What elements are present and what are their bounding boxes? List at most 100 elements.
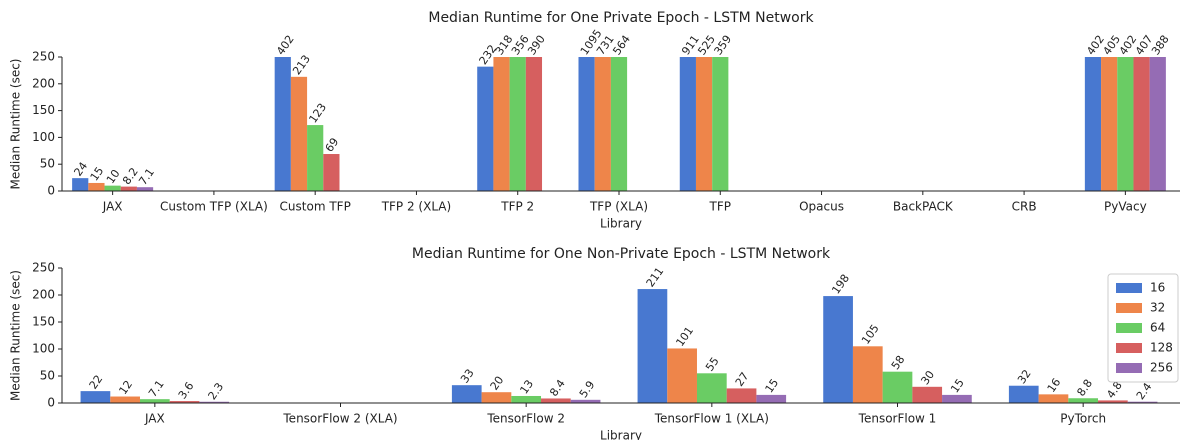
bar bbox=[139, 399, 170, 403]
value-label: 359 bbox=[712, 33, 735, 58]
bar bbox=[696, 373, 727, 403]
y-axis-label: Median Runtime (sec) bbox=[9, 59, 23, 190]
value-label: 564 bbox=[610, 33, 633, 58]
x-tick-label: Opacus bbox=[799, 200, 844, 214]
bar bbox=[481, 392, 512, 403]
bar bbox=[1098, 400, 1128, 403]
bar bbox=[667, 348, 697, 403]
y-tick-label: 100 bbox=[32, 342, 55, 356]
bar bbox=[307, 125, 324, 191]
bar bbox=[1127, 401, 1158, 403]
bar bbox=[120, 186, 137, 191]
bar bbox=[451, 385, 482, 403]
x-tick-label: JAX bbox=[102, 200, 123, 214]
x-tick-label: Custom TFP (XLA) bbox=[160, 200, 268, 214]
value-label: 402 bbox=[274, 33, 297, 58]
bar bbox=[290, 76, 308, 191]
bars bbox=[80, 289, 1158, 403]
value-label: 15 bbox=[763, 376, 782, 395]
x-tick-label: BackPACK bbox=[893, 200, 954, 214]
bar bbox=[1117, 57, 1134, 191]
y-tick-label: 150 bbox=[32, 315, 55, 329]
value-label: 123 bbox=[306, 101, 329, 126]
y-tick-label: 100 bbox=[32, 130, 55, 144]
legend-swatch bbox=[1116, 303, 1142, 313]
bar bbox=[104, 185, 121, 191]
value-label: 32 bbox=[1015, 367, 1034, 386]
value-label: 390 bbox=[525, 33, 548, 58]
legend-label: 128 bbox=[1150, 341, 1173, 355]
bar bbox=[1149, 57, 1166, 191]
value-label: 101 bbox=[673, 324, 696, 349]
x-tick-label: TFP 2 bbox=[500, 200, 534, 214]
y-tick-label: 150 bbox=[32, 103, 55, 117]
x-axis-label: Library bbox=[600, 429, 642, 440]
bars bbox=[72, 57, 1166, 191]
bar bbox=[509, 57, 526, 191]
x-tick-label: Custom TFP bbox=[280, 200, 351, 214]
bar bbox=[136, 187, 154, 191]
y-tick-label: 200 bbox=[32, 76, 55, 90]
value-label: 3.6 bbox=[176, 380, 197, 402]
legend-label: 256 bbox=[1150, 361, 1173, 375]
x-tick-label: TensorFlow 2 bbox=[486, 412, 565, 426]
legend-box bbox=[1107, 273, 1179, 383]
y-tick-label: 200 bbox=[32, 288, 55, 302]
bar bbox=[274, 57, 291, 191]
bar bbox=[169, 401, 200, 403]
legend-swatch bbox=[1116, 323, 1142, 333]
bar bbox=[852, 346, 883, 403]
y-axis-label: Median Runtime (sec) bbox=[9, 270, 23, 401]
bar bbox=[637, 289, 668, 403]
bar bbox=[882, 371, 913, 403]
bar bbox=[511, 395, 542, 403]
bar bbox=[610, 57, 628, 191]
bar bbox=[695, 57, 713, 191]
value-label: 2.4 bbox=[1134, 380, 1155, 402]
value-label: 30 bbox=[918, 368, 937, 387]
bar bbox=[726, 388, 757, 403]
chart-title: Median Runtime for One Non-Private Epoch… bbox=[412, 246, 831, 262]
value-label: 8.2 bbox=[120, 165, 141, 187]
value-label: 2.3 bbox=[206, 380, 227, 402]
bar bbox=[594, 57, 611, 191]
bar bbox=[525, 57, 543, 191]
bar bbox=[1068, 398, 1099, 403]
value-label: 10 bbox=[104, 167, 123, 186]
x-tick-label: TFP (XLA) bbox=[589, 200, 648, 214]
value-label: 8.8 bbox=[1074, 377, 1095, 399]
y-tick-label: 250 bbox=[32, 261, 55, 275]
bar bbox=[712, 57, 729, 191]
bar bbox=[756, 394, 787, 403]
value-label: 69 bbox=[323, 136, 342, 155]
x-tick-label: JAX bbox=[144, 412, 165, 426]
y-tick-label: 50 bbox=[40, 157, 55, 171]
x-tick-label: PyTorch bbox=[1060, 412, 1106, 426]
bar bbox=[199, 401, 230, 403]
value-label: 20 bbox=[488, 374, 507, 393]
bar bbox=[578, 57, 595, 191]
value-label: 33 bbox=[458, 367, 477, 386]
value-label: 22 bbox=[87, 373, 106, 392]
legend-label: 32 bbox=[1150, 301, 1165, 315]
bar bbox=[912, 386, 943, 403]
value-label: 27 bbox=[733, 370, 752, 389]
bar bbox=[80, 391, 111, 403]
legend-label: 16 bbox=[1150, 281, 1165, 295]
y-tick-label: 0 bbox=[47, 396, 55, 410]
value-label: 8.4 bbox=[547, 377, 568, 399]
bar bbox=[477, 66, 494, 191]
bar bbox=[541, 398, 571, 403]
bar bbox=[88, 182, 105, 191]
y-tick-label: 50 bbox=[40, 369, 55, 383]
bar bbox=[679, 57, 696, 191]
x-axis-label: Library bbox=[600, 217, 642, 231]
bar bbox=[493, 57, 510, 191]
bar bbox=[323, 154, 340, 191]
bar bbox=[1038, 394, 1069, 403]
value-label: 55 bbox=[703, 355, 722, 374]
value-label: 58 bbox=[889, 353, 908, 372]
x-tick-label: TensorFlow 1 bbox=[858, 412, 937, 426]
x-tick-label: TensorFlow 2 (XLA) bbox=[282, 412, 397, 426]
x-tick-label: TFP bbox=[709, 200, 731, 214]
